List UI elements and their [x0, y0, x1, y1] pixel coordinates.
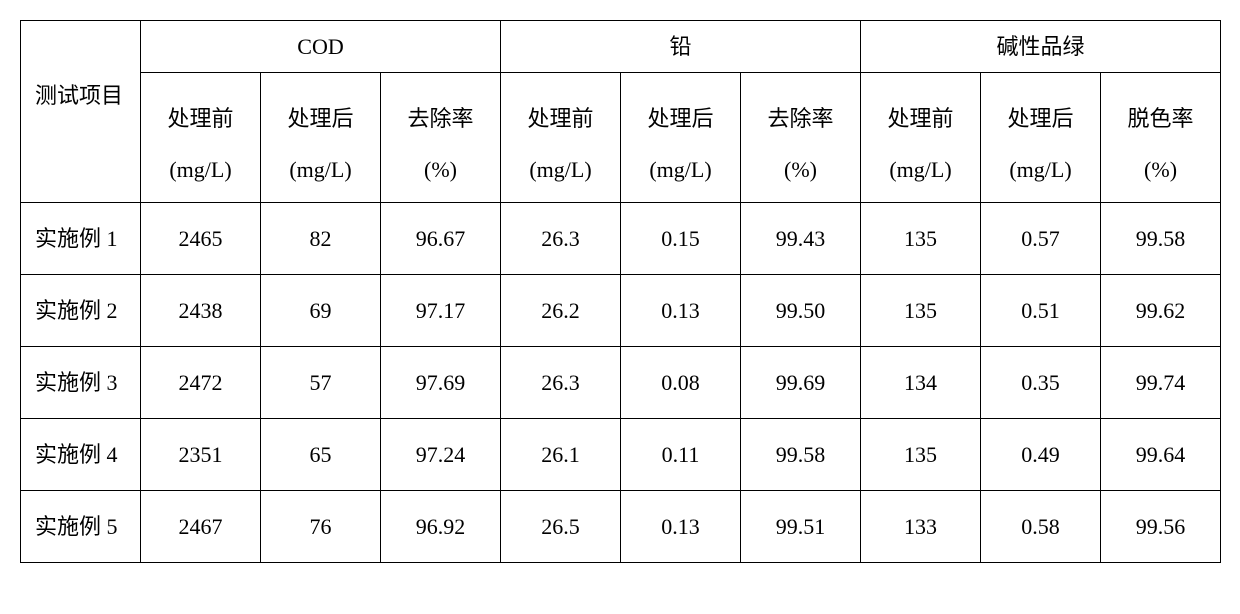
cell-value: 2467	[141, 491, 261, 563]
corner-header: 测试项目	[21, 21, 141, 203]
sub-header-line1: 处理后	[287, 102, 353, 135]
sub-header: 去除率 (%)	[741, 73, 861, 203]
sub-header-line1: 处理前	[167, 102, 233, 135]
table-row: 实施例 3 2472 57 97.69 26.3 0.08 99.69 134 …	[21, 347, 1221, 419]
sub-header-line2: (mg/L)	[169, 153, 231, 186]
sub-header-line1: 处理后	[647, 102, 713, 135]
header-row-groups: 测试项目 COD 铅 碱性品绿	[21, 21, 1221, 73]
cell-value: 133	[861, 491, 981, 563]
sub-header-line2: (mg/L)	[289, 153, 351, 186]
sub-header-line1: 处理前	[888, 102, 954, 135]
sub-header-line2: (%)	[784, 153, 817, 186]
cell-value: 0.51	[981, 275, 1101, 347]
sub-header-line1: 脱色率	[1128, 102, 1194, 135]
cell-value: 26.1	[501, 419, 621, 491]
sub-header: 处理前 (mg/L)	[141, 73, 261, 203]
cell-value: 99.64	[1101, 419, 1221, 491]
sub-header-line2: (mg/L)	[1009, 153, 1071, 186]
row-label: 实施例 5	[21, 491, 141, 563]
cell-value: 76	[261, 491, 381, 563]
cell-value: 99.58	[741, 419, 861, 491]
sub-header-line2: (mg/L)	[649, 153, 711, 186]
cell-value: 2472	[141, 347, 261, 419]
header-row-subs: 处理前 (mg/L) 处理后 (mg/L) 去除率 (%) 处理前 (mg/L) 处理后…	[21, 73, 1221, 203]
cell-value: 134	[861, 347, 981, 419]
cell-value: 99.51	[741, 491, 861, 563]
cell-value: 0.13	[621, 275, 741, 347]
cell-value: 99.50	[741, 275, 861, 347]
cell-value: 26.3	[501, 347, 621, 419]
cell-value: 99.58	[1101, 203, 1221, 275]
cell-value: 0.15	[621, 203, 741, 275]
sub-header-line2: (%)	[1144, 153, 1177, 186]
sub-header: 去除率 (%)	[381, 73, 501, 203]
sub-header: 处理后 (mg/L)	[621, 73, 741, 203]
results-table: 测试项目 COD 铅 碱性品绿 处理前 (mg/L) 处理后 (mg/L) 去除率 (…	[20, 20, 1221, 563]
cell-value: 97.24	[381, 419, 501, 491]
cell-value: 2465	[141, 203, 261, 275]
cell-value: 99.62	[1101, 275, 1221, 347]
cell-value: 96.67	[381, 203, 501, 275]
cell-value: 0.58	[981, 491, 1101, 563]
sub-header-line2: (mg/L)	[889, 153, 951, 186]
cell-value: 57	[261, 347, 381, 419]
group-header-dye: 碱性品绿	[861, 21, 1221, 73]
cell-value: 97.17	[381, 275, 501, 347]
cell-value: 0.08	[621, 347, 741, 419]
group-header-lead: 铅	[501, 21, 861, 73]
sub-header-line1: 去除率	[407, 102, 473, 135]
sub-header: 处理前 (mg/L)	[501, 73, 621, 203]
row-label: 实施例 2	[21, 275, 141, 347]
cell-value: 2351	[141, 419, 261, 491]
cell-value: 96.92	[381, 491, 501, 563]
cell-value: 26.2	[501, 275, 621, 347]
sub-header: 脱色率 (%)	[1101, 73, 1221, 203]
cell-value: 135	[861, 419, 981, 491]
cell-value: 135	[861, 275, 981, 347]
table-row: 实施例 2 2438 69 97.17 26.2 0.13 99.50 135 …	[21, 275, 1221, 347]
cell-value: 26.5	[501, 491, 621, 563]
sub-header: 处理后 (mg/L)	[261, 73, 381, 203]
cell-value: 99.56	[1101, 491, 1221, 563]
sub-header-line1: 处理前	[527, 102, 593, 135]
cell-value: 65	[261, 419, 381, 491]
cell-value: 0.49	[981, 419, 1101, 491]
cell-value: 0.35	[981, 347, 1101, 419]
sub-header: 处理后 (mg/L)	[981, 73, 1101, 203]
sub-header-line2: (%)	[424, 153, 457, 186]
sub-header: 处理前 (mg/L)	[861, 73, 981, 203]
cell-value: 135	[861, 203, 981, 275]
table-row: 实施例 1 2465 82 96.67 26.3 0.15 99.43 135 …	[21, 203, 1221, 275]
cell-value: 0.11	[621, 419, 741, 491]
table-row: 实施例 4 2351 65 97.24 26.1 0.11 99.58 135 …	[21, 419, 1221, 491]
group-header-cod: COD	[141, 21, 501, 73]
cell-value: 99.69	[741, 347, 861, 419]
cell-value: 82	[261, 203, 381, 275]
sub-header-line1: 处理后	[1008, 102, 1074, 135]
sub-header-line1: 去除率	[768, 102, 834, 135]
cell-value: 99.74	[1101, 347, 1221, 419]
row-label: 实施例 4	[21, 419, 141, 491]
row-label: 实施例 1	[21, 203, 141, 275]
test-item-label: 测试项目	[35, 83, 123, 108]
row-label: 实施例 3	[21, 347, 141, 419]
data-table-wrapper: 测试项目 COD 铅 碱性品绿 处理前 (mg/L) 处理后 (mg/L) 去除率 (…	[20, 20, 1220, 563]
cell-value: 0.57	[981, 203, 1101, 275]
cell-value: 69	[261, 275, 381, 347]
cell-value: 26.3	[501, 203, 621, 275]
cell-value: 97.69	[381, 347, 501, 419]
cell-value: 99.43	[741, 203, 861, 275]
cell-value: 2438	[141, 275, 261, 347]
sub-header-line2: (mg/L)	[529, 153, 591, 186]
cell-value: 0.13	[621, 491, 741, 563]
table-row: 实施例 5 2467 76 96.92 26.5 0.13 99.51 133 …	[21, 491, 1221, 563]
